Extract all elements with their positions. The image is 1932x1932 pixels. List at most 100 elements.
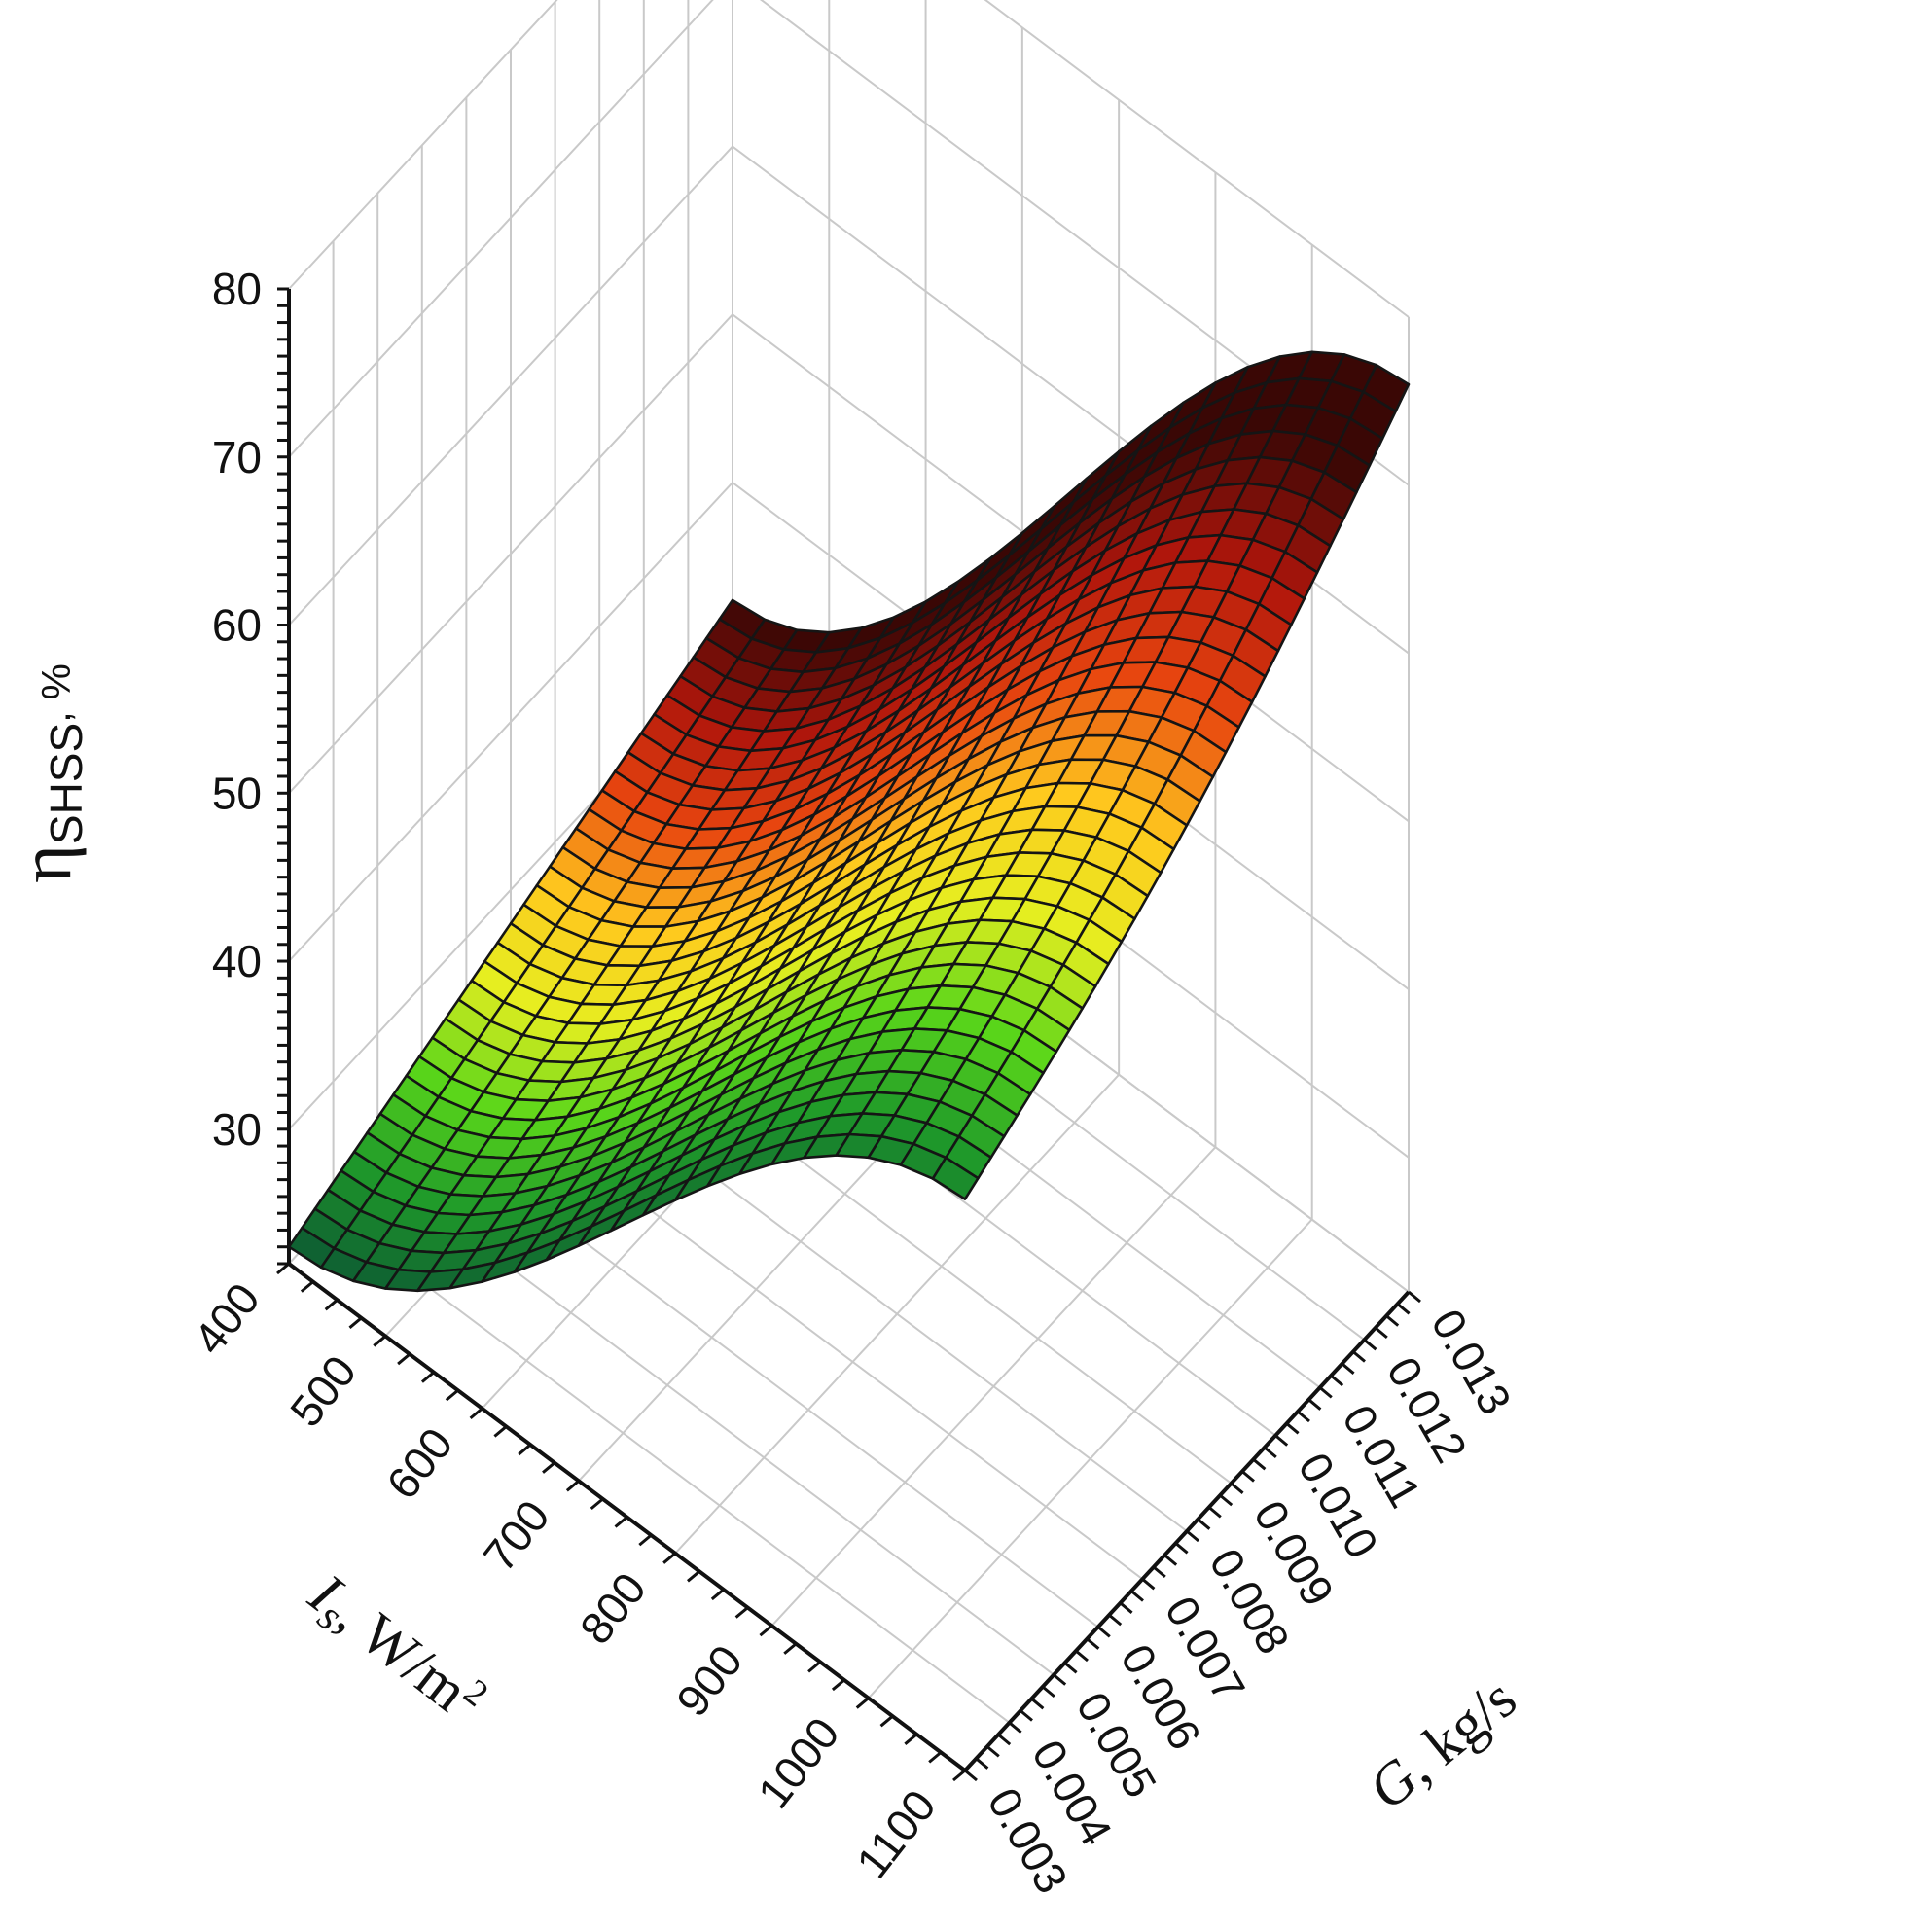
is-minor-tick bbox=[445, 1389, 459, 1402]
is-tick-label: 900 bbox=[666, 1635, 752, 1725]
is-tick-label: 1000 bbox=[748, 1708, 849, 1818]
is-minor-tick bbox=[928, 1751, 943, 1764]
g-minor-tick bbox=[1363, 1339, 1377, 1351]
is-minor-tick bbox=[397, 1352, 411, 1366]
axis-lines bbox=[276, 287, 1421, 1782]
g-minor-tick bbox=[1330, 1374, 1344, 1387]
is-minor-tick bbox=[952, 1769, 966, 1782]
g-minor-tick bbox=[1108, 1613, 1123, 1627]
is-tick-label: 700 bbox=[474, 1490, 559, 1580]
z-axis-label-subscript: SHSS bbox=[41, 723, 91, 844]
floor-grid-line bbox=[867, 1218, 1313, 1699]
is-tick-label: 800 bbox=[570, 1563, 656, 1653]
is-minor-tick bbox=[904, 1733, 918, 1745]
g-minor-tick bbox=[1252, 1458, 1267, 1471]
efficiency-surface bbox=[287, 350, 1411, 1293]
g-minor-tick bbox=[1186, 1529, 1199, 1543]
z-tick-label: 70 bbox=[212, 432, 262, 483]
is-minor-tick bbox=[759, 1624, 773, 1637]
is-minor-tick bbox=[783, 1642, 798, 1655]
z-tick-label: 30 bbox=[212, 1104, 262, 1155]
is-minor-tick bbox=[542, 1461, 555, 1474]
wall-grid-line bbox=[288, 0, 714, 458]
floor-grid-line bbox=[333, 1214, 1011, 1724]
g-minor-tick bbox=[1274, 1434, 1289, 1447]
g-minor-tick bbox=[1241, 1470, 1255, 1483]
is-minor-tick bbox=[638, 1533, 653, 1547]
z-tick-labels: 30 40 50 60 70 80 bbox=[212, 264, 262, 1155]
z-axis-label-unit: , % bbox=[33, 663, 79, 723]
g-minor-tick bbox=[997, 1733, 1012, 1746]
z-tick-label: 50 bbox=[212, 768, 262, 818]
g-minor-tick bbox=[985, 1745, 1000, 1758]
is-minor-tick bbox=[348, 1316, 363, 1329]
is-tick-label: 400 bbox=[184, 1273, 269, 1363]
g-minor-tick bbox=[1408, 1290, 1421, 1304]
g-minor-tick bbox=[1174, 1542, 1189, 1555]
g-minor-tick bbox=[1030, 1698, 1045, 1710]
is-minor-tick bbox=[590, 1497, 604, 1511]
wall-grid-line bbox=[288, 313, 733, 794]
z-tick-label: 60 bbox=[212, 600, 262, 651]
z-axis-label-symbol: η bbox=[5, 844, 87, 883]
g-minor-tick bbox=[1230, 1482, 1244, 1494]
is-tick-label: 1100 bbox=[846, 1780, 946, 1887]
g-minor-tick bbox=[1374, 1326, 1388, 1340]
g-minor-tick bbox=[1219, 1493, 1234, 1507]
is-minor-tick bbox=[373, 1335, 387, 1347]
is-minor-tick bbox=[469, 1407, 483, 1420]
g-minor-tick bbox=[1318, 1386, 1333, 1399]
is-minor-tick bbox=[493, 1425, 508, 1438]
is-minor-tick bbox=[710, 1588, 725, 1601]
g-minor-tick bbox=[1307, 1398, 1322, 1411]
g-minor-tick bbox=[1063, 1662, 1078, 1674]
g-minor-tick bbox=[1385, 1314, 1400, 1327]
is-minor-tick bbox=[276, 1262, 290, 1275]
wall-grid-line bbox=[288, 145, 733, 626]
z-tick-label: 80 bbox=[212, 264, 262, 314]
g-axis-label: G, kg/s bbox=[1356, 1665, 1527, 1821]
g-tick-labels: 0.0030.0040.0050.0060.0070.0080.0090.010… bbox=[978, 1301, 1521, 1902]
g-minor-tick bbox=[964, 1769, 978, 1782]
g-minor-tick bbox=[1008, 1721, 1022, 1734]
floor-grid-line bbox=[674, 1074, 1120, 1555]
g-minor-tick bbox=[975, 1757, 989, 1770]
g-minor-tick bbox=[1297, 1410, 1310, 1423]
g-minor-tick bbox=[1119, 1601, 1133, 1614]
g-minor-tick bbox=[1197, 1518, 1211, 1530]
wall-grid-line bbox=[288, 0, 558, 290]
z-tick-label: 40 bbox=[212, 936, 262, 986]
g-minor-tick bbox=[1285, 1422, 1300, 1435]
g-minor-tick bbox=[1352, 1350, 1366, 1363]
surface-cell bbox=[931, 1156, 980, 1200]
wall-grid-line bbox=[984, 0, 1410, 318]
g-minor-tick bbox=[1141, 1578, 1156, 1591]
g-minor-tick bbox=[1341, 1362, 1355, 1375]
is-tick-label: 500 bbox=[280, 1346, 366, 1436]
is-minor-tick bbox=[687, 1570, 700, 1583]
g-minor-tick bbox=[1152, 1565, 1166, 1579]
is-minor-tick bbox=[855, 1697, 870, 1709]
is-minor-tick bbox=[614, 1516, 628, 1528]
g-minor-tick bbox=[1086, 1637, 1100, 1650]
g-minor-tick bbox=[1020, 1709, 1033, 1722]
g-minor-tick bbox=[1207, 1506, 1222, 1519]
wall-grid-line bbox=[288, 482, 733, 962]
g-minor-tick bbox=[1396, 1303, 1411, 1315]
is-minor-tick bbox=[300, 1280, 314, 1293]
g-minor-tick bbox=[1096, 1626, 1111, 1638]
is-minor-tick bbox=[879, 1715, 894, 1728]
g-minor-tick bbox=[1053, 1673, 1067, 1686]
is-tick-label: 600 bbox=[376, 1418, 462, 1508]
g-minor-tick bbox=[1163, 1554, 1178, 1566]
z-axis-label: ηSHSS, % bbox=[5, 663, 91, 883]
floor-grid-line bbox=[770, 1146, 1217, 1627]
is-minor-tick bbox=[420, 1371, 435, 1383]
is-minor-tick bbox=[807, 1661, 822, 1673]
is-minor-tick bbox=[324, 1299, 339, 1311]
is-minor-tick bbox=[734, 1606, 749, 1619]
is-minor-tick bbox=[565, 1480, 580, 1492]
g-minor-tick bbox=[1263, 1446, 1277, 1459]
